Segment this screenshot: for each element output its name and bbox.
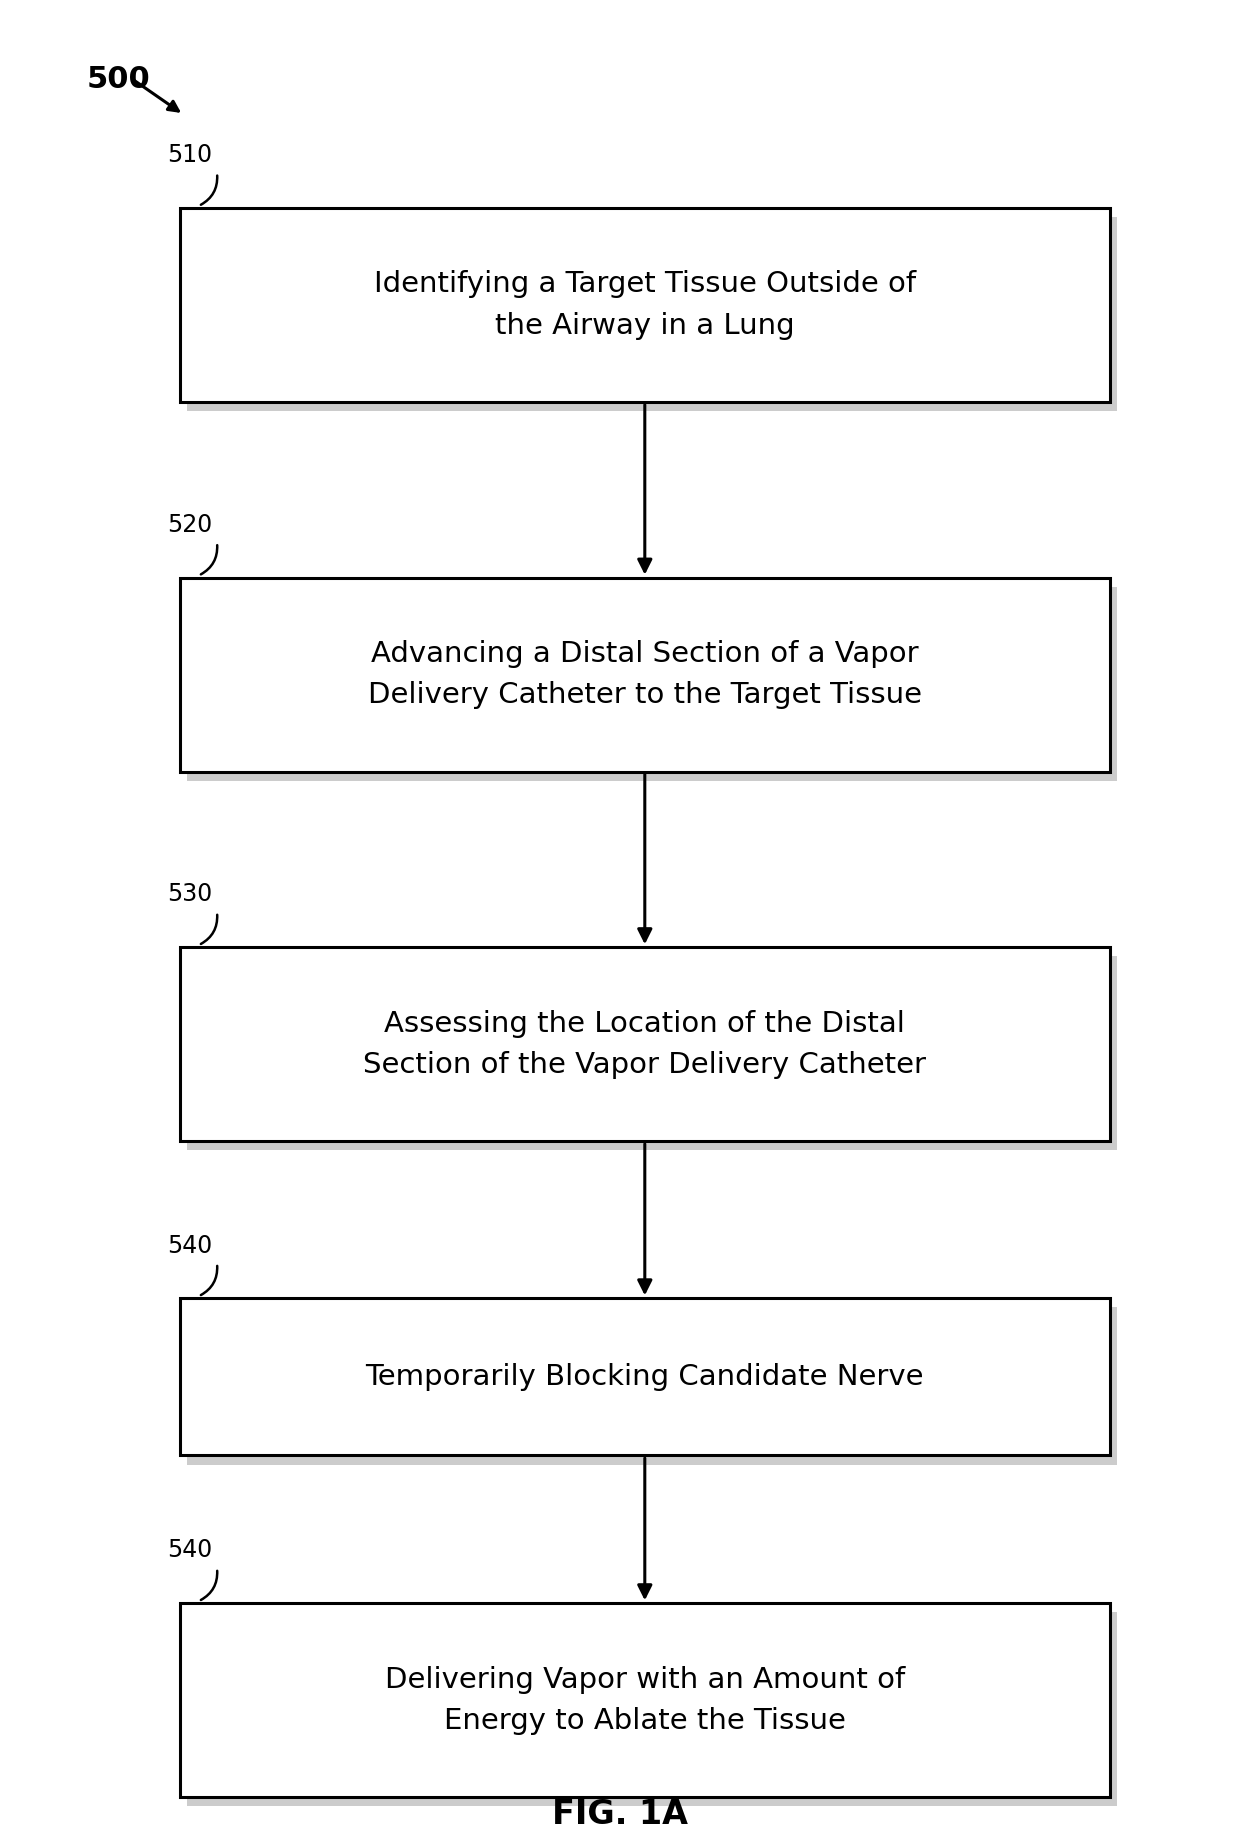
Text: Delivering Vapor with an Amount of
Energy to Ablate the Tissue: Delivering Vapor with an Amount of Energ… (384, 1665, 905, 1735)
Text: 540: 540 (167, 1234, 212, 1257)
FancyBboxPatch shape (180, 1602, 1110, 1796)
FancyBboxPatch shape (187, 588, 1117, 780)
FancyBboxPatch shape (180, 577, 1110, 772)
FancyBboxPatch shape (187, 1308, 1117, 1464)
Text: 520: 520 (167, 514, 212, 536)
FancyBboxPatch shape (187, 218, 1117, 412)
Text: Temporarily Blocking Candidate Nerve: Temporarily Blocking Candidate Nerve (366, 1362, 924, 1392)
Text: Identifying a Target Tissue Outside of
the Airway in a Lung: Identifying a Target Tissue Outside of t… (373, 270, 916, 340)
Text: 530: 530 (167, 883, 212, 907)
FancyBboxPatch shape (180, 946, 1110, 1140)
FancyBboxPatch shape (187, 957, 1117, 1149)
Text: Assessing the Location of the Distal
Section of the Vapor Delivery Catheter: Assessing the Location of the Distal Sec… (363, 1009, 926, 1079)
FancyBboxPatch shape (187, 1611, 1117, 1807)
Text: FIG. 1A: FIG. 1A (552, 1798, 688, 1831)
Text: 540: 540 (167, 1539, 212, 1563)
FancyBboxPatch shape (180, 209, 1110, 403)
FancyBboxPatch shape (180, 1297, 1110, 1456)
Text: Advancing a Distal Section of a Vapor
Delivery Catheter to the Target Tissue: Advancing a Distal Section of a Vapor De… (368, 639, 921, 710)
Text: 510: 510 (167, 144, 212, 168)
Text: 500: 500 (87, 65, 150, 94)
